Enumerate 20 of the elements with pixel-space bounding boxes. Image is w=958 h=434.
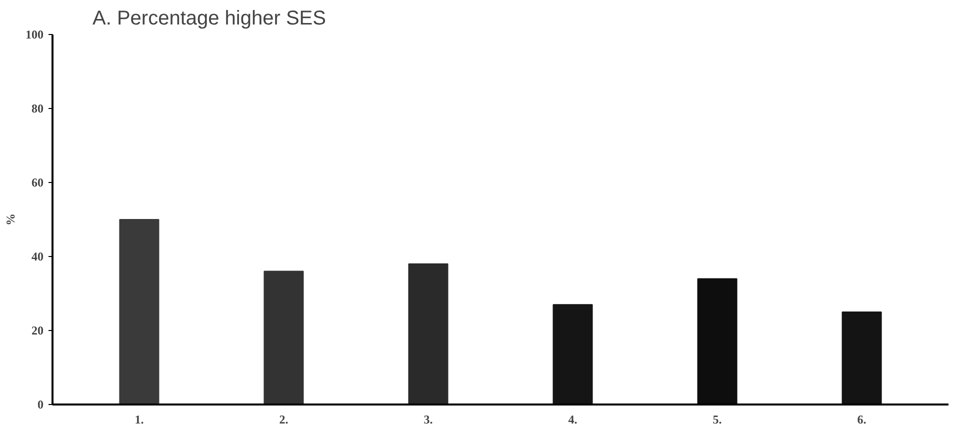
- y-tick-label: 0: [38, 398, 44, 412]
- y-tick-label: 60: [32, 176, 44, 190]
- x-tick-label: 6.: [857, 412, 866, 426]
- bar: [552, 304, 593, 404]
- y-tick-label: 20: [32, 324, 44, 338]
- y-tick-label: 80: [32, 102, 44, 116]
- y-axis-title: %: [4, 214, 18, 226]
- bar: [697, 278, 738, 404]
- bar: [842, 312, 882, 404]
- y-tick-label: 40: [32, 250, 44, 264]
- bar: [119, 219, 160, 404]
- x-tick-label: 2.: [279, 412, 288, 426]
- y-tick-label: 100: [26, 28, 44, 42]
- x-tick-label: 5.: [712, 412, 722, 426]
- bar: [264, 270, 304, 404]
- x-tick-label: 4.: [568, 412, 578, 426]
- bar: [408, 263, 448, 404]
- chart-title: A. Percentage higher SES: [92, 8, 326, 30]
- x-tick-label: 3.: [424, 412, 433, 426]
- x-tick-label: 1.: [134, 412, 144, 426]
